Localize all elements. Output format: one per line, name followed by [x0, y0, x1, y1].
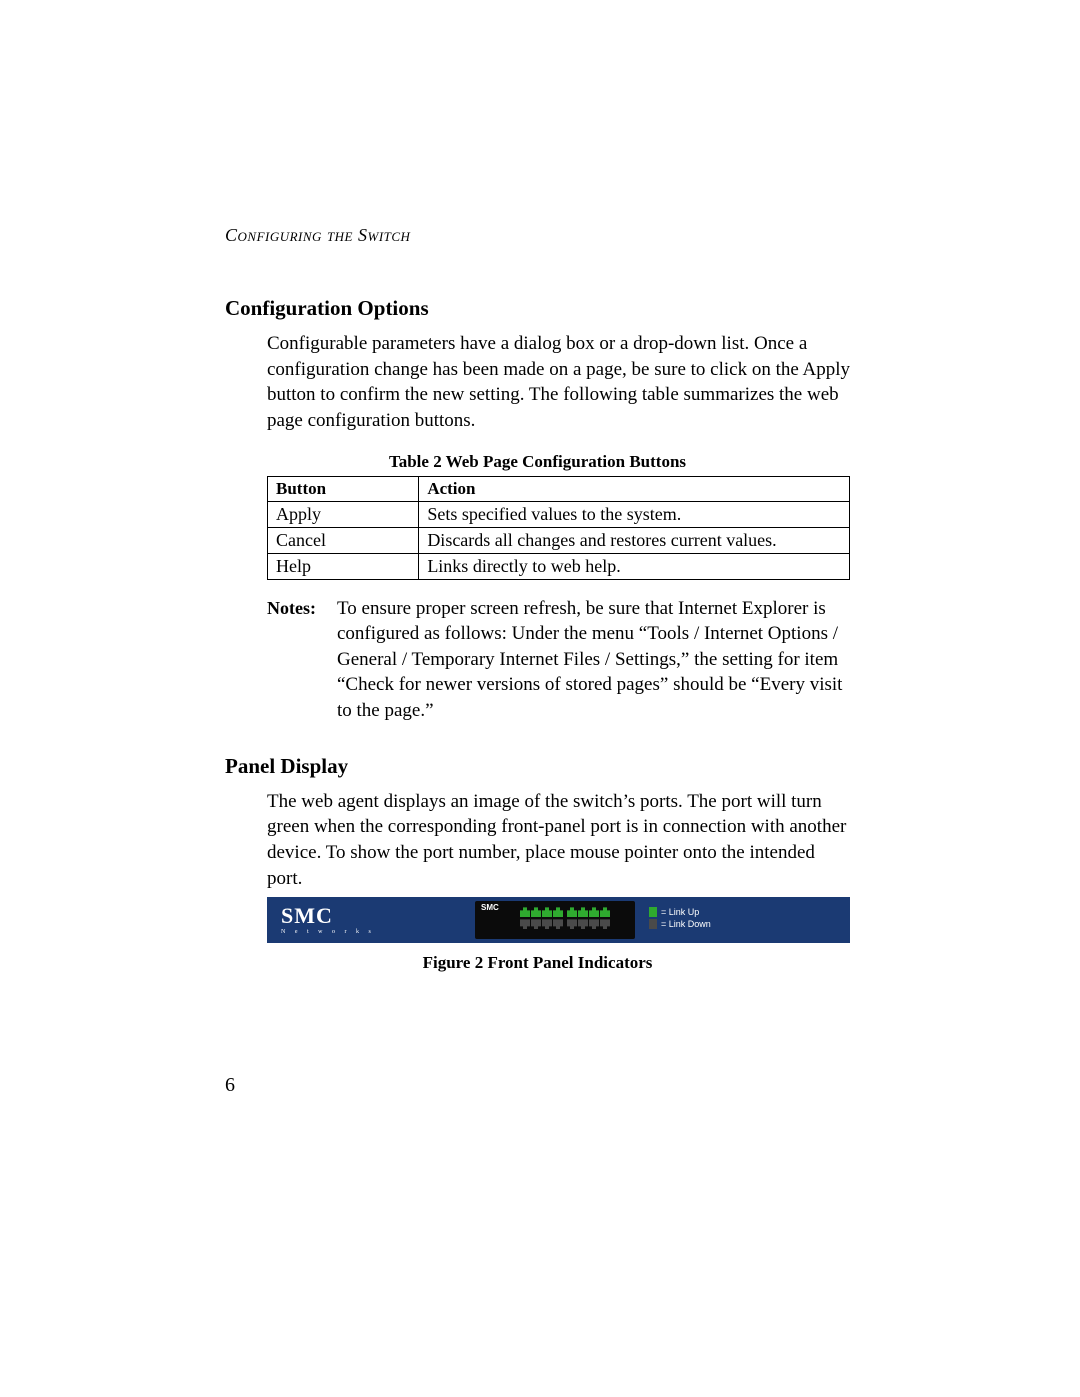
- port-icon: [567, 907, 577, 917]
- port-icon: [600, 907, 610, 917]
- section1-paragraph: Configurable parameters have a dialog bo…: [225, 331, 850, 434]
- port-icon: [578, 907, 588, 917]
- legend: = Link Up = Link Down: [649, 907, 711, 929]
- table-cell: Sets specified values to the system.: [419, 501, 850, 527]
- port-icon: [589, 919, 599, 929]
- table-header-button: Button: [268, 476, 419, 501]
- table-header-action: Action: [419, 476, 850, 501]
- config-buttons-table: Button Action Apply Sets specified value…: [267, 476, 850, 580]
- notes-label: Notes:: [267, 596, 337, 724]
- port-icon: [542, 907, 552, 917]
- table-row: Apply Sets specified values to the syste…: [268, 501, 850, 527]
- port-icon: [520, 919, 530, 929]
- legend-swatch-down-icon: [649, 919, 657, 929]
- front-panel-figure: SMC N e t w o r k s SMC: [267, 897, 850, 943]
- port-icon: [553, 919, 563, 929]
- port-rows: [519, 907, 611, 929]
- table-header-row: Button Action: [268, 476, 850, 501]
- port-icon: [567, 919, 577, 929]
- port-icon: [553, 907, 563, 917]
- port-icon: [531, 907, 541, 917]
- smc-logo: SMC N e t w o r k s: [281, 905, 375, 935]
- page-number: 6: [225, 1074, 235, 1097]
- table-cell: Help: [268, 553, 419, 579]
- port-icon: [542, 919, 552, 929]
- port-icon: [531, 919, 541, 929]
- page: Configuring the Switch Configuration Opt…: [0, 0, 1080, 1397]
- port-icon: [578, 919, 588, 929]
- table-caption: Table 2 Web Page Configuration Buttons: [225, 452, 850, 472]
- table-row: Cancel Discards all changes and restores…: [268, 527, 850, 553]
- port-row-top: [519, 907, 611, 917]
- legend-row-up: = Link Up: [649, 907, 711, 917]
- smc-logo-main: SMC: [281, 903, 333, 928]
- port-icon: [520, 907, 530, 917]
- table-cell: Links directly to web help.: [419, 553, 850, 579]
- legend-row-down: = Link Down: [649, 919, 711, 929]
- port-icon: [600, 919, 610, 929]
- table-cell: Discards all changes and restores curren…: [419, 527, 850, 553]
- section2-paragraph: The web agent displays an image of the s…: [225, 789, 850, 892]
- notes-text: To ensure proper screen refresh, be sure…: [337, 596, 850, 724]
- switch-label: SMC: [481, 903, 499, 912]
- table-cell: Cancel: [268, 527, 419, 553]
- table-row: Help Links directly to web help.: [268, 553, 850, 579]
- smc-logo-sub: N e t w o r k s: [281, 929, 375, 935]
- table-cell: Apply: [268, 501, 419, 527]
- running-head: Configuring the Switch: [225, 225, 850, 246]
- legend-swatch-up-icon: [649, 907, 657, 917]
- figure-caption: Figure 2 Front Panel Indicators: [225, 953, 850, 973]
- port-icon: [589, 907, 599, 917]
- switch-body: SMC: [475, 901, 635, 939]
- section-heading-config-options: Configuration Options: [225, 296, 850, 321]
- port-row-bottom: [519, 919, 611, 929]
- legend-text-down: = Link Down: [661, 919, 711, 929]
- legend-text-up: = Link Up: [661, 907, 699, 917]
- section-heading-panel-display: Panel Display: [225, 754, 850, 779]
- notes-block: Notes: To ensure proper screen refresh, …: [225, 596, 850, 724]
